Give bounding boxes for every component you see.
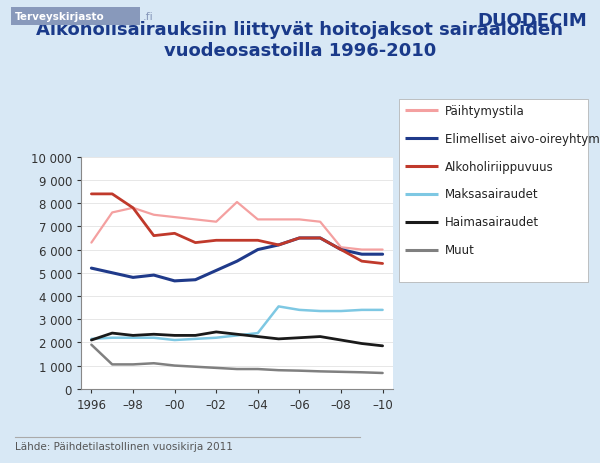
Text: Haimasairaudet: Haimasairaudet <box>445 216 539 229</box>
Text: .fi: .fi <box>143 12 154 22</box>
Text: Maksasairaudet: Maksasairaudet <box>445 188 539 201</box>
Text: vuodeosastoilla 1996-2010: vuodeosastoilla 1996-2010 <box>164 42 436 60</box>
Text: Terveyskirjasto: Terveyskirjasto <box>15 12 105 22</box>
Text: Lähde: Päihdetilastollinen vuosikirja 2011: Lähde: Päihdetilastollinen vuosikirja 20… <box>15 441 233 451</box>
Text: Päihtymystila: Päihtymystila <box>445 105 525 118</box>
Text: Alkoholisairauksiin liittyvät hoitojaksot sairaaloiden: Alkoholisairauksiin liittyvät hoitojakso… <box>37 21 563 39</box>
Text: DUODECIM: DUODECIM <box>477 12 587 30</box>
Text: Elimelliset aivo-oireyhtymät: Elimelliset aivo-oireyhtymät <box>445 132 600 145</box>
Text: Muut: Muut <box>445 244 475 257</box>
Text: Alkoholiriippuvuus: Alkoholiriippuvuus <box>445 160 554 173</box>
